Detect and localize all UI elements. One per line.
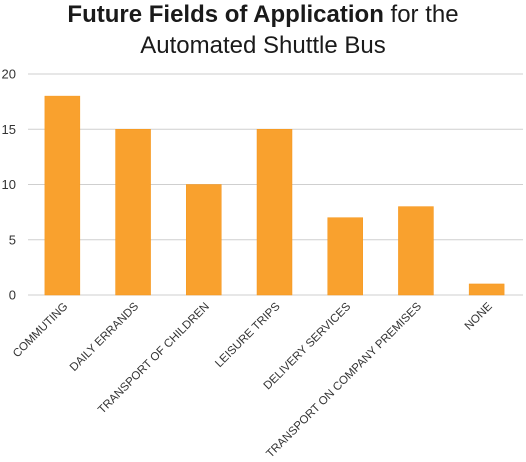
- x-tick-label-leisure-trips: LEISURE TRIPS: [213, 300, 283, 370]
- chart-title: Future Fields of Application for the Aut…: [67, 1, 458, 59]
- chart-title-line-1: Future Fields of Application for the: [67, 1, 458, 28]
- y-tick-label-5: 5: [9, 232, 16, 247]
- y-axis-ticks: 0 5 10 15 20: [2, 67, 16, 303]
- bar-delivery-services: [327, 217, 363, 296]
- bar-transport-on-company-premises: [398, 206, 434, 296]
- y-tick-label-10: 10: [2, 177, 16, 192]
- chart-title-line-2: Automated Shuttle Bus: [140, 32, 385, 59]
- chart-title-rest: for the: [384, 1, 459, 28]
- x-tick-label-transport-of-children: TRANSPORT OF CHILDREN: [96, 301, 212, 417]
- y-tick-label-0: 0: [9, 288, 16, 303]
- bar-commuting: [44, 95, 81, 296]
- x-tick-label-daily-errands: DAILY ERRANDS: [68, 300, 141, 373]
- bar-daily-errands: [115, 129, 151, 296]
- bar-leisure-trips: [256, 129, 293, 296]
- chart-title-bold: Future Fields of Application: [67, 1, 383, 28]
- y-tick-label-20: 20: [2, 67, 16, 82]
- x-tick-label-transport-on-company-premises: TRANSPORT ON COMPANY PREMISES: [264, 300, 424, 460]
- bars: [44, 95, 505, 296]
- bar-none: [468, 283, 505, 296]
- x-tick-label-none: NONE: [463, 300, 495, 332]
- y-tick-label-15: 15: [2, 122, 16, 137]
- bar-transport-of-children: [186, 184, 222, 296]
- x-tick-label-commuting: COMMUTING: [11, 301, 71, 361]
